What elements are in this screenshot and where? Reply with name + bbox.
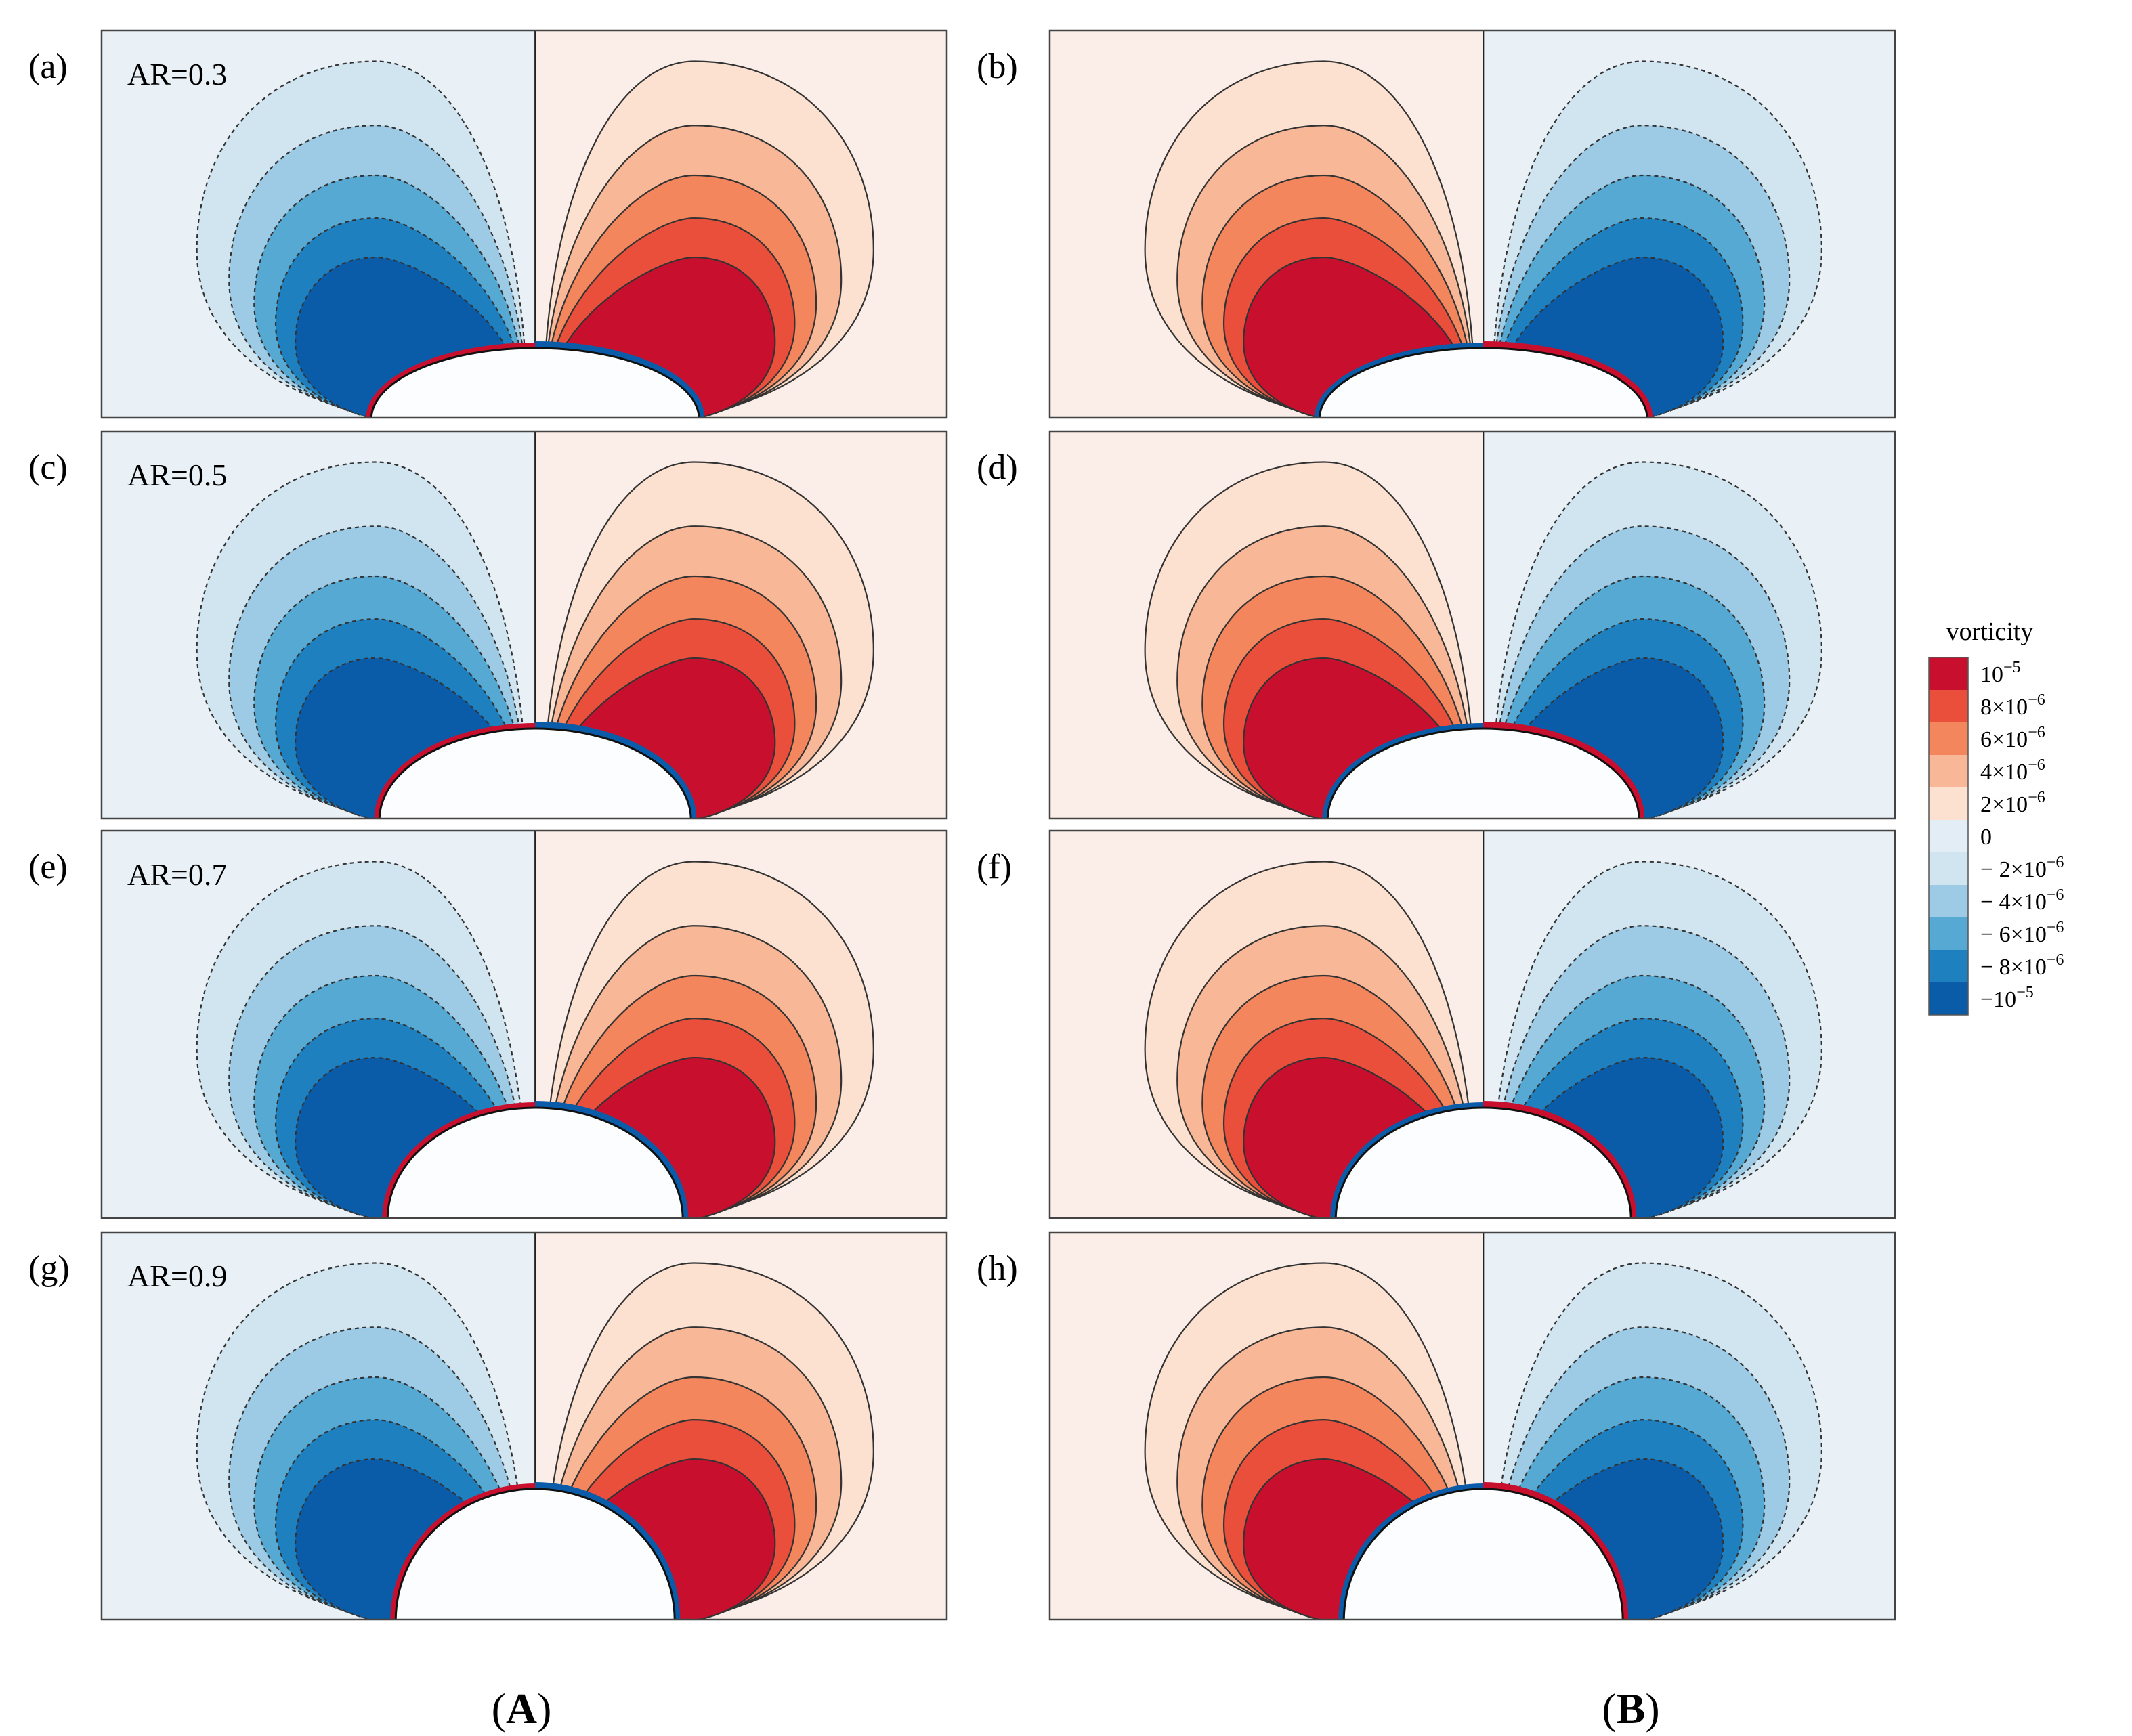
panel-label: (d)	[977, 448, 1018, 487]
colorbar-swatch	[1929, 820, 1968, 852]
colorbar-swatch	[1929, 657, 1968, 690]
colorbar-label: − 6×10−6	[1980, 919, 2064, 947]
panel-frame	[100, 1231, 948, 1621]
colorbar-swatch	[1929, 885, 1968, 917]
panel-h: (h)	[977, 1231, 1896, 1621]
colorbar-label: −10−5	[1980, 984, 2034, 1012]
colorbar-title: vorticity	[1946, 617, 2034, 646]
aspect-ratio-label: AR=0.7	[127, 857, 227, 892]
panel-frame	[100, 829, 948, 1219]
colorbar-swatch	[1929, 982, 1968, 1015]
colorbar-label: 2×10−6	[1980, 789, 2045, 817]
colorbar-label: 6×10−6	[1980, 724, 2045, 752]
colorbar-label: 10−5	[1980, 659, 2021, 687]
colorbar-swatch	[1929, 755, 1968, 787]
colorbar-label: − 2×10−6	[1980, 854, 2064, 882]
group-label-right: (B)	[1602, 1685, 1659, 1733]
panel-frame	[1048, 829, 1896, 1219]
aspect-ratio-label: AR=0.5	[127, 458, 227, 492]
bluff-body	[370, 347, 700, 418]
colorbar-swatch	[1929, 950, 1968, 982]
panel-label: (g)	[28, 1249, 70, 1288]
panel-frame	[1048, 1231, 1896, 1621]
aspect-ratio-label: AR=0.9	[127, 1259, 227, 1293]
bluff-body	[386, 1106, 684, 1218]
panel-frame	[100, 29, 948, 419]
panel-label: (b)	[977, 47, 1018, 86]
panel-e: (e) AR=0.7	[28, 829, 948, 1219]
panel-label: (c)	[28, 448, 68, 487]
panel-c: (c) AR=0.5	[28, 430, 948, 820]
group-labels: (A) (B)	[492, 1685, 1660, 1733]
colorbar-label: 0	[1980, 825, 1992, 850]
panel-label: (h)	[977, 1249, 1018, 1288]
bluff-body	[394, 1488, 676, 1620]
colorbar-label: 4×10−6	[1980, 756, 2045, 785]
panel-frame	[1048, 29, 1896, 419]
panel-b: (b)	[977, 29, 1896, 419]
panel-f: (f)	[977, 829, 1896, 1219]
colorbar-label: − 4×10−6	[1980, 886, 2064, 915]
panel-label: (a)	[28, 47, 68, 86]
bluff-body	[1334, 1106, 1632, 1218]
colorbar-swatch	[1929, 917, 1968, 950]
panel-a: (a) AR=0.3	[28, 29, 948, 419]
panel-d: (d)	[977, 430, 1896, 820]
panel-label: (e)	[28, 848, 68, 886]
panel-g: (g) AR=0.9	[28, 1231, 948, 1621]
colorbar-swatch	[1929, 852, 1968, 885]
colorbar-label: − 8×10−6	[1980, 951, 2064, 980]
panels-layer: (a) AR=0.3 (b) (c) AR=0.5 (d) (e) AR=0.7 (f) (g) A…	[28, 29, 1896, 1621]
bluff-body	[1318, 347, 1648, 418]
panel-label: (f)	[977, 848, 1012, 886]
panel-frame	[100, 430, 948, 820]
group-label-left: (A)	[492, 1685, 552, 1733]
colorbar-swatch	[1929, 787, 1968, 820]
bluff-body	[1326, 727, 1640, 819]
bluff-body	[1342, 1488, 1624, 1620]
aspect-ratio-label: AR=0.3	[127, 57, 227, 91]
colorbar: vorticity 10−5 8×10−6 6×10−6 4×10−6 2×10−6 0 − …	[1928, 617, 2064, 1016]
colorbar-label: 8×10−6	[1980, 691, 2045, 720]
panel-frame	[1048, 430, 1896, 820]
colorbar-swatch	[1929, 690, 1968, 722]
colorbar-swatch	[1929, 722, 1968, 755]
bluff-body	[378, 727, 692, 819]
